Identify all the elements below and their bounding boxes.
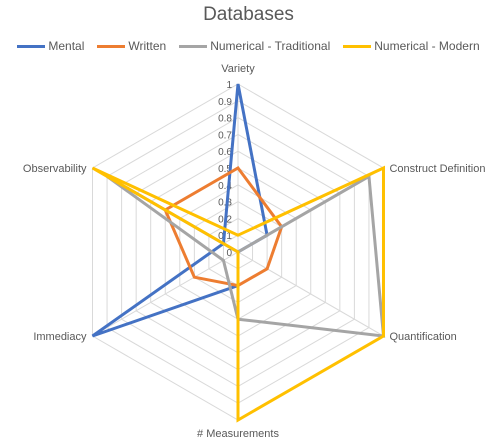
legend-entry-numerical-modern: Numerical - Modern xyxy=(343,38,480,54)
category-label-construct-definition: Construct Definition xyxy=(389,163,485,175)
legend-swatch xyxy=(97,44,126,48)
legend-label: Written xyxy=(128,39,167,53)
tick-label: 1 xyxy=(226,80,232,91)
category-label-observability: Observability xyxy=(23,163,87,175)
grid-spoke xyxy=(237,251,384,337)
legend-label: Numerical - Traditional xyxy=(210,39,331,53)
tick-label: 0.4 xyxy=(218,181,232,192)
tick-label: 0 xyxy=(226,248,232,259)
tick-label: 0.7 xyxy=(218,130,232,141)
series-numerical-modern xyxy=(91,165,385,423)
legend-entry-mental: Mental xyxy=(17,38,84,54)
tick-label: 0.3 xyxy=(218,198,232,209)
legend: Mental Written Numerical - Traditional Nume… xyxy=(0,38,497,54)
category-label-immediacy: Immediacy xyxy=(33,331,87,343)
category-label-variety: Variety xyxy=(221,63,255,75)
tick-label: 0.5 xyxy=(218,164,232,175)
category-label-quantification: Quantification xyxy=(389,331,456,343)
tick-label: 0.6 xyxy=(218,147,232,158)
grid-spoke xyxy=(92,251,239,337)
chart-title: Databases xyxy=(203,4,294,25)
legend-label: Numerical - Modern xyxy=(374,39,480,53)
series-mental xyxy=(91,83,269,338)
legend-entry-written: Written xyxy=(97,38,166,54)
legend-swatch xyxy=(179,44,208,48)
category-label-measurements: # Measurements xyxy=(197,428,279,440)
legend-label: Mental xyxy=(48,39,85,53)
legend-swatch xyxy=(343,44,372,48)
legend-swatch xyxy=(17,44,46,48)
legend-entry-numerical-traditional: Numerical - Traditional xyxy=(179,38,330,54)
tick-label: 0.9 xyxy=(218,97,232,108)
tick-label: 0.8 xyxy=(218,114,232,125)
